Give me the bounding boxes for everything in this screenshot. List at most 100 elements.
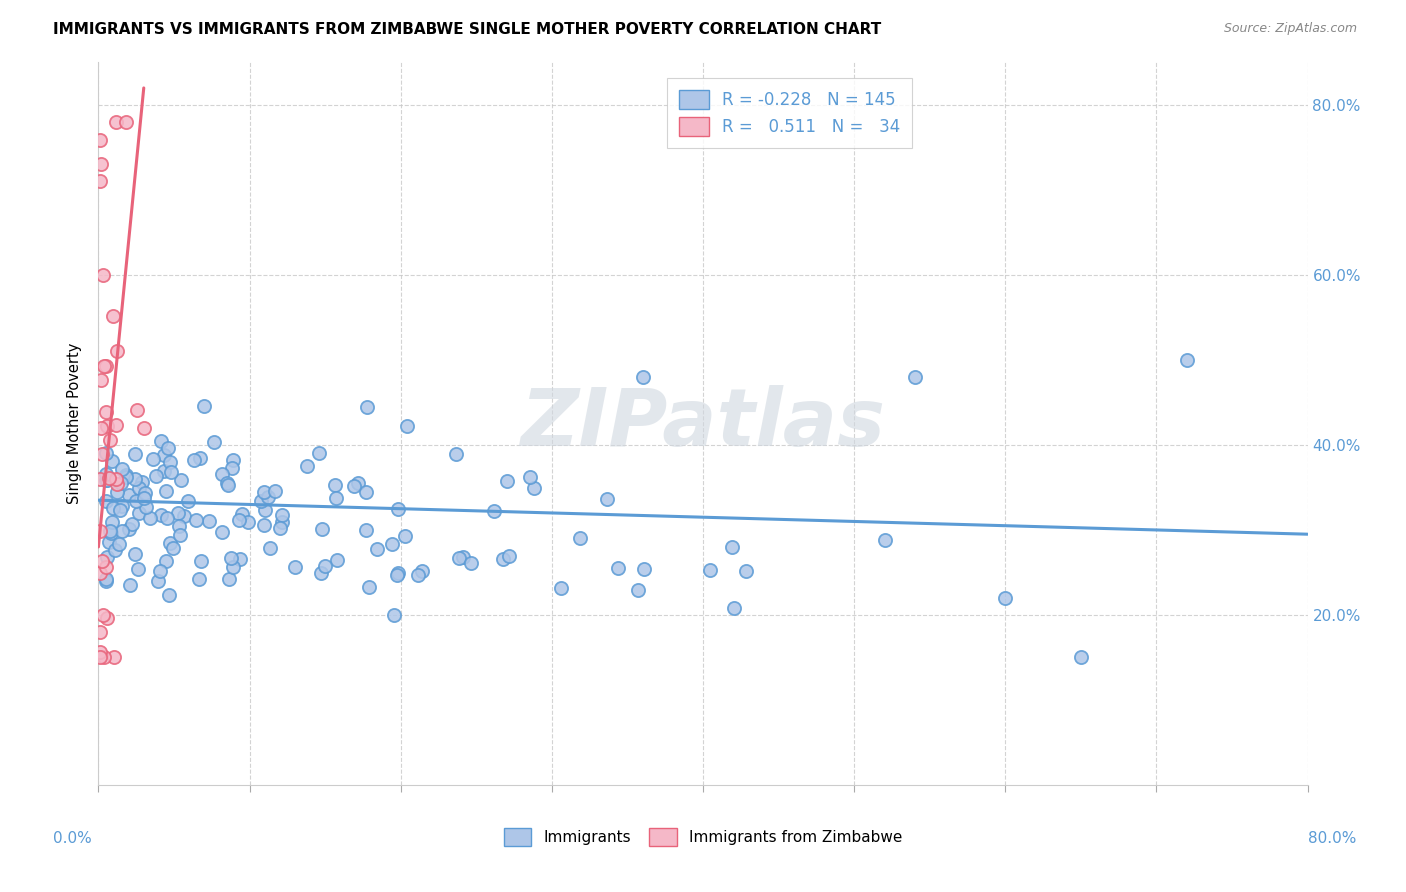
Point — [91, 607, 114, 622]
Point — [519, 470, 541, 484]
Point — [131, 475, 153, 490]
Point — [408, 567, 430, 582]
Text: 80.0%: 80.0% — [1309, 831, 1357, 846]
Point — [631, 370, 654, 384]
Point — [105, 477, 128, 491]
Point — [387, 501, 409, 516]
Point — [128, 506, 150, 520]
Point — [460, 556, 482, 570]
Point — [90, 373, 112, 387]
Point — [89, 174, 111, 188]
Point — [118, 488, 141, 502]
Point — [89, 645, 111, 659]
Point — [114, 467, 136, 482]
Point — [134, 485, 156, 500]
Point — [366, 542, 388, 557]
Point — [994, 591, 1017, 605]
Point — [90, 157, 112, 171]
Point — [444, 447, 467, 461]
Legend: R = -0.228   N = 145, R =   0.511   N =   34: R = -0.228 N = 145, R = 0.511 N = 34 — [668, 78, 912, 148]
Point — [357, 581, 380, 595]
Point — [148, 574, 170, 588]
Point — [211, 467, 233, 482]
Point — [98, 434, 121, 448]
Point — [309, 566, 332, 580]
Point — [219, 551, 242, 566]
Point — [190, 554, 212, 568]
Point — [347, 476, 370, 491]
Point — [356, 401, 378, 415]
Point — [484, 504, 506, 518]
Point — [96, 419, 118, 434]
Point — [89, 133, 111, 147]
Point — [699, 563, 721, 577]
Point — [94, 572, 117, 586]
Point — [110, 461, 132, 475]
Point — [118, 522, 141, 536]
Point — [94, 474, 117, 488]
Point — [93, 359, 115, 373]
Point — [394, 529, 416, 543]
Point — [96, 473, 118, 487]
Point — [183, 453, 205, 467]
Point — [221, 461, 243, 475]
Point — [193, 399, 215, 413]
Point — [253, 518, 276, 533]
Point — [257, 491, 280, 505]
Point — [222, 453, 245, 467]
Point — [110, 499, 132, 513]
Point — [135, 500, 157, 515]
Point — [269, 521, 291, 535]
Point — [721, 541, 744, 555]
Point — [382, 608, 405, 623]
Point — [221, 560, 243, 574]
Point — [449, 551, 471, 566]
Point — [98, 471, 121, 485]
Point — [132, 491, 155, 505]
Y-axis label: Single Mother Poverty: Single Mother Poverty — [67, 343, 83, 504]
Point — [253, 484, 276, 499]
Point — [94, 359, 117, 373]
Point — [873, 533, 896, 548]
Point — [108, 503, 131, 517]
Point — [89, 650, 111, 665]
Text: Source: ZipAtlas.com: Source: ZipAtlas.com — [1223, 22, 1357, 36]
Legend: Immigrants, Immigrants from Zimbabwe: Immigrants, Immigrants from Zimbabwe — [496, 821, 910, 853]
Point — [124, 447, 146, 461]
Point — [354, 485, 377, 500]
Point — [105, 418, 128, 433]
Point — [254, 503, 277, 517]
Point — [105, 485, 128, 500]
Point — [98, 534, 121, 549]
Point — [176, 494, 198, 508]
Point — [259, 541, 281, 556]
Point — [111, 524, 134, 538]
Point — [145, 468, 167, 483]
Point — [343, 479, 366, 493]
Point — [127, 562, 149, 576]
Point — [91, 554, 114, 568]
Point — [142, 452, 165, 467]
Point — [202, 434, 225, 449]
Point — [98, 524, 121, 538]
Point — [89, 566, 111, 580]
Point — [104, 115, 127, 129]
Point — [211, 525, 233, 540]
Point — [523, 482, 546, 496]
Point — [94, 446, 117, 460]
Point — [411, 564, 433, 578]
Point — [96, 549, 118, 564]
Point — [120, 578, 142, 592]
Point — [217, 476, 239, 491]
Point — [94, 494, 117, 508]
Point — [103, 650, 125, 665]
Point — [326, 553, 349, 567]
Point — [125, 403, 148, 417]
Point — [94, 467, 117, 481]
Point — [167, 518, 190, 533]
Point — [132, 421, 155, 435]
Point — [94, 560, 117, 574]
Point — [723, 600, 745, 615]
Text: IMMIGRANTS VS IMMIGRANTS FROM ZIMBABWE SINGLE MOTHER POVERTY CORRELATION CHART: IMMIGRANTS VS IMMIGRANTS FROM ZIMBABWE S… — [53, 22, 882, 37]
Point — [159, 455, 181, 469]
